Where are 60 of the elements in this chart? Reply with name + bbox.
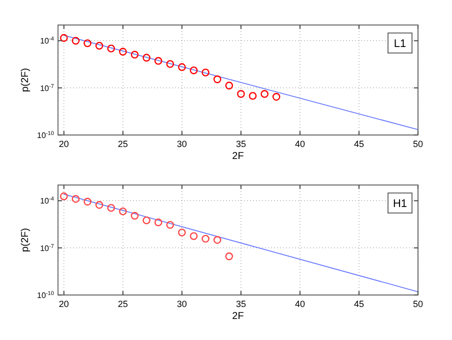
point bbox=[237, 90, 245, 98]
point bbox=[107, 44, 116, 52]
x-tick-label: 40 bbox=[294, 139, 305, 149]
point bbox=[142, 54, 150, 62]
x-tick-label: 40 bbox=[294, 299, 305, 309]
x-tick-label: 35 bbox=[236, 139, 246, 149]
y-tick-label: 10$^{-7}$ bbox=[40, 244, 54, 253]
point bbox=[225, 82, 234, 90]
x-tick-label: 30 bbox=[176, 299, 187, 309]
point bbox=[119, 48, 127, 56]
y-tick-label: 10$^{-4}$ bbox=[40, 196, 54, 206]
point bbox=[166, 220, 174, 229]
x-tick-label: 20 bbox=[58, 139, 69, 149]
point bbox=[154, 56, 162, 65]
point bbox=[178, 63, 186, 71]
point bbox=[272, 92, 280, 101]
point bbox=[213, 75, 222, 84]
point bbox=[107, 204, 116, 212]
y-axis-title: p(2F) bbox=[20, 68, 31, 92]
point bbox=[154, 218, 162, 226]
x-tick-label: 20 bbox=[58, 299, 69, 309]
x-tick-label: 30 bbox=[176, 139, 187, 149]
point bbox=[130, 212, 139, 220]
point bbox=[119, 207, 127, 216]
point bbox=[72, 195, 80, 203]
point bbox=[60, 192, 68, 200]
point bbox=[72, 36, 80, 45]
point bbox=[84, 39, 92, 48]
x-tick-label: 45 bbox=[354, 139, 364, 149]
annotation: L1 bbox=[394, 38, 406, 50]
point bbox=[95, 201, 104, 209]
point bbox=[225, 252, 234, 260]
point bbox=[202, 68, 210, 76]
x-tick-label: 35 bbox=[236, 299, 246, 309]
point bbox=[190, 66, 198, 74]
x-tick-label: 50 bbox=[412, 139, 424, 149]
y-tick-label: 10$^{-7}$ bbox=[40, 84, 54, 93]
y-tick-label: 10$^{-4}$ bbox=[40, 36, 54, 46]
y-tick-label: 10$^{-10}$ bbox=[37, 131, 54, 140]
point bbox=[130, 50, 139, 59]
point bbox=[213, 236, 222, 244]
point bbox=[166, 60, 174, 68]
point bbox=[190, 232, 198, 240]
x-axis-title: 2F bbox=[232, 311, 244, 322]
point bbox=[260, 90, 268, 98]
point bbox=[84, 198, 92, 206]
point bbox=[95, 42, 104, 50]
y-axis-title: p(2F) bbox=[20, 228, 31, 252]
point bbox=[178, 228, 186, 236]
point bbox=[248, 92, 257, 100]
y-tick-label: 10$^{-10}$ bbox=[37, 291, 54, 300]
x-tick-label: 25 bbox=[118, 299, 128, 309]
x-tick-label: 25 bbox=[118, 139, 128, 149]
x-axis-title: 2F bbox=[232, 151, 244, 162]
point bbox=[60, 34, 68, 42]
point bbox=[142, 216, 150, 224]
annotation: H1 bbox=[392, 198, 408, 210]
x-tick-label: 45 bbox=[354, 299, 364, 309]
x-tick-label: 50 bbox=[412, 299, 424, 309]
point bbox=[202, 234, 210, 243]
